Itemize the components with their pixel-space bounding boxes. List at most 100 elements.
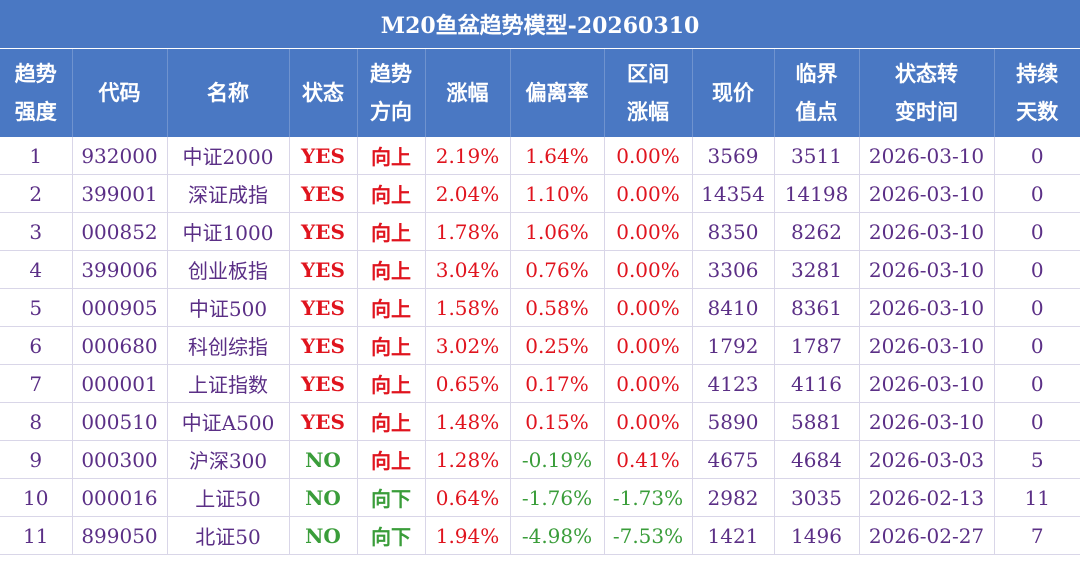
cell-direction: 向下 <box>357 516 426 555</box>
cell-name: 沪深300 <box>167 440 290 479</box>
header-critical-line: 临界 <box>795 61 838 86</box>
cell-rank: 6 <box>0 326 73 365</box>
cell-price: 2982 <box>692 478 775 517</box>
cell-direction: 向下 <box>357 478 426 517</box>
cell-deviation: -4.98% <box>510 516 605 555</box>
cell-name: 中证2000 <box>167 137 290 175</box>
cell-status: NO <box>289 478 358 517</box>
cell-days: 11 <box>994 478 1080 517</box>
cell-rank: 2 <box>0 174 73 213</box>
cell-deviation: 1.06% <box>510 212 605 251</box>
cell-switch-time: 2026-03-10 <box>859 326 995 365</box>
cell-range-change: 0.00% <box>604 212 693 251</box>
header-range-change-line: 涨幅 <box>627 99 669 124</box>
cell-code: 899050 <box>72 516 168 555</box>
cell-change: 3.04% <box>425 250 511 289</box>
cell-price: 3306 <box>692 250 775 289</box>
cell-change: 1.58% <box>425 288 511 327</box>
cell-code: 000510 <box>72 402 168 441</box>
cell-code: 399001 <box>72 174 168 213</box>
cell-range-change: 0.00% <box>604 364 693 403</box>
cell-change: 1.28% <box>425 440 511 479</box>
cell-range-change: 0.41% <box>604 440 693 479</box>
header-code-line: 代码 <box>98 80 141 105</box>
cell-critical: 1496 <box>774 516 860 555</box>
cell-switch-time: 2026-03-10 <box>859 212 995 251</box>
cell-critical: 3511 <box>774 137 860 175</box>
header-direction: 趋势 方向 <box>357 49 426 137</box>
cell-critical: 4116 <box>774 364 860 403</box>
cell-name: 北证50 <box>167 516 290 555</box>
cell-change: 1.78% <box>425 212 511 251</box>
cell-critical: 4684 <box>774 440 860 479</box>
cell-days: 5 <box>994 440 1080 479</box>
cell-critical: 5881 <box>774 402 860 441</box>
header-status: 状态 <box>289 49 358 137</box>
cell-name: 深证成指 <box>167 174 290 213</box>
cell-name: 科创综指 <box>167 326 290 365</box>
cell-days: 0 <box>994 364 1080 403</box>
cell-days: 0 <box>994 212 1080 251</box>
header-deviation-line: 偏离率 <box>525 80 589 105</box>
cell-status: YES <box>289 212 358 251</box>
header-days-line: 持续 <box>1016 61 1059 86</box>
cell-range-change: 0.00% <box>604 250 693 289</box>
cell-status: NO <box>289 516 358 555</box>
header-range-change: 区间 涨幅 <box>604 49 693 137</box>
table-row: 4 399006 创业板指 YES 向上 3.04% 0.76% 0.00% 3306 3281 2… <box>0 250 1080 289</box>
header-days-line: 天数 <box>1016 99 1059 124</box>
cell-status: YES <box>289 364 358 403</box>
cell-critical: 1787 <box>774 326 860 365</box>
table-row: 3 000852 中证1000 YES 向上 1.78% 1.06% 0.00% 8350 826… <box>0 212 1080 251</box>
cell-price: 4675 <box>692 440 775 479</box>
header-direction-line: 方向 <box>370 99 412 124</box>
cell-switch-time: 2026-03-10 <box>859 174 995 213</box>
cell-switch-time: 2026-02-27 <box>859 516 995 555</box>
cell-range-change: 0.00% <box>604 288 693 327</box>
cell-code: 000016 <box>72 478 168 517</box>
cell-price: 5890 <box>692 402 775 441</box>
header-rank: 趋势 强度 <box>0 49 73 137</box>
cell-direction: 向上 <box>357 212 426 251</box>
header-row: 趋势 强度 代码 名称 状态 趋势 方向 涨幅 偏离率 区间 涨幅 现价 临界 值点 状态转 变时间 持续 天数 <box>0 49 1080 137</box>
cell-change: 3.02% <box>425 326 511 365</box>
table-row: 2 399001 深证成指 YES 向上 2.04% 1.10% 0.00% 14354 1419… <box>0 174 1080 213</box>
cell-direction: 向上 <box>357 364 426 403</box>
header-critical: 临界 值点 <box>774 49 860 137</box>
cell-critical: 8262 <box>774 212 860 251</box>
cell-price: 4123 <box>692 364 775 403</box>
cell-days: 0 <box>994 174 1080 213</box>
header-direction-line: 趋势 <box>370 61 412 86</box>
cell-status: YES <box>289 326 358 365</box>
cell-range-change: 0.00% <box>604 326 693 365</box>
cell-direction: 向上 <box>357 440 426 479</box>
cell-switch-time: 2026-03-10 <box>859 137 995 175</box>
cell-deviation: 1.64% <box>510 137 605 175</box>
cell-rank: 8 <box>0 402 73 441</box>
table-row: 9 000300 沪深300 NO 向上 1.28% -0.19% 0.41% 4675 4684… <box>0 440 1080 479</box>
cell-name: 上证50 <box>167 478 290 517</box>
cell-critical: 8361 <box>774 288 860 327</box>
cell-code: 000680 <box>72 326 168 365</box>
cell-deviation: 0.17% <box>510 364 605 403</box>
header-status-line: 状态 <box>302 80 344 105</box>
cell-switch-time: 2026-03-10 <box>859 288 995 327</box>
cell-days: 0 <box>994 250 1080 289</box>
cell-change: 2.04% <box>425 174 511 213</box>
cell-range-change: 0.00% <box>604 174 693 213</box>
cell-code: 000300 <box>72 440 168 479</box>
cell-code: 000905 <box>72 288 168 327</box>
cell-name: 中证500 <box>167 288 290 327</box>
cell-status: YES <box>289 137 358 175</box>
cell-rank: 3 <box>0 212 73 251</box>
cell-rank: 4 <box>0 250 73 289</box>
trend-table: 趋势 强度 代码 名称 状态 趋势 方向 涨幅 偏离率 区间 涨幅 现价 临界 值点 状态转 变时间 持续 天数 … <box>0 49 1080 555</box>
cell-direction: 向上 <box>357 326 426 365</box>
cell-range-change: -7.53% <box>604 516 693 555</box>
table-row: 11 899050 北证50 NO 向下 1.94% -4.98% -7.53% 1421 149… <box>0 516 1080 555</box>
cell-switch-time: 2026-03-10 <box>859 402 995 441</box>
table-title: M20鱼盆趋势模型-20260310 <box>0 0 1080 49</box>
cell-rank: 7 <box>0 364 73 403</box>
cell-status: YES <box>289 250 358 289</box>
table-row: 1 932000 中证2000 YES 向上 2.19% 1.64% 0.00% 3569 351… <box>0 137 1080 175</box>
